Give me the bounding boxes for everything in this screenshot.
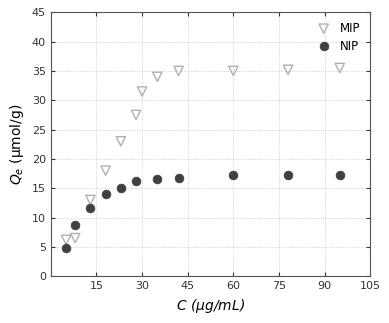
MIP: [175, 68, 182, 74]
MIP: [139, 89, 145, 94]
MIP: [63, 237, 69, 243]
NIP: [87, 205, 93, 210]
MIP: [102, 168, 109, 173]
MIP: [154, 74, 160, 79]
NIP: [230, 173, 237, 178]
MIP: [336, 66, 343, 71]
Y-axis label: $Q_{e}$ (μmol/g): $Q_{e}$ (μmol/g): [8, 104, 26, 185]
MIP: [133, 112, 139, 118]
NIP: [175, 176, 182, 181]
NIP: [133, 179, 139, 184]
MIP: [118, 139, 124, 144]
MIP: [230, 68, 237, 74]
NIP: [285, 173, 291, 178]
NIP: [154, 177, 160, 182]
NIP: [102, 192, 109, 197]
Legend: MIP, NIP: MIP, NIP: [308, 18, 364, 56]
NIP: [72, 223, 78, 228]
NIP: [118, 186, 124, 191]
MIP: [87, 197, 93, 203]
X-axis label: $C$ (μg/mL): $C$ (μg/mL): [176, 297, 245, 315]
MIP: [285, 67, 291, 72]
NIP: [63, 245, 69, 250]
MIP: [72, 235, 78, 241]
NIP: [336, 173, 343, 178]
